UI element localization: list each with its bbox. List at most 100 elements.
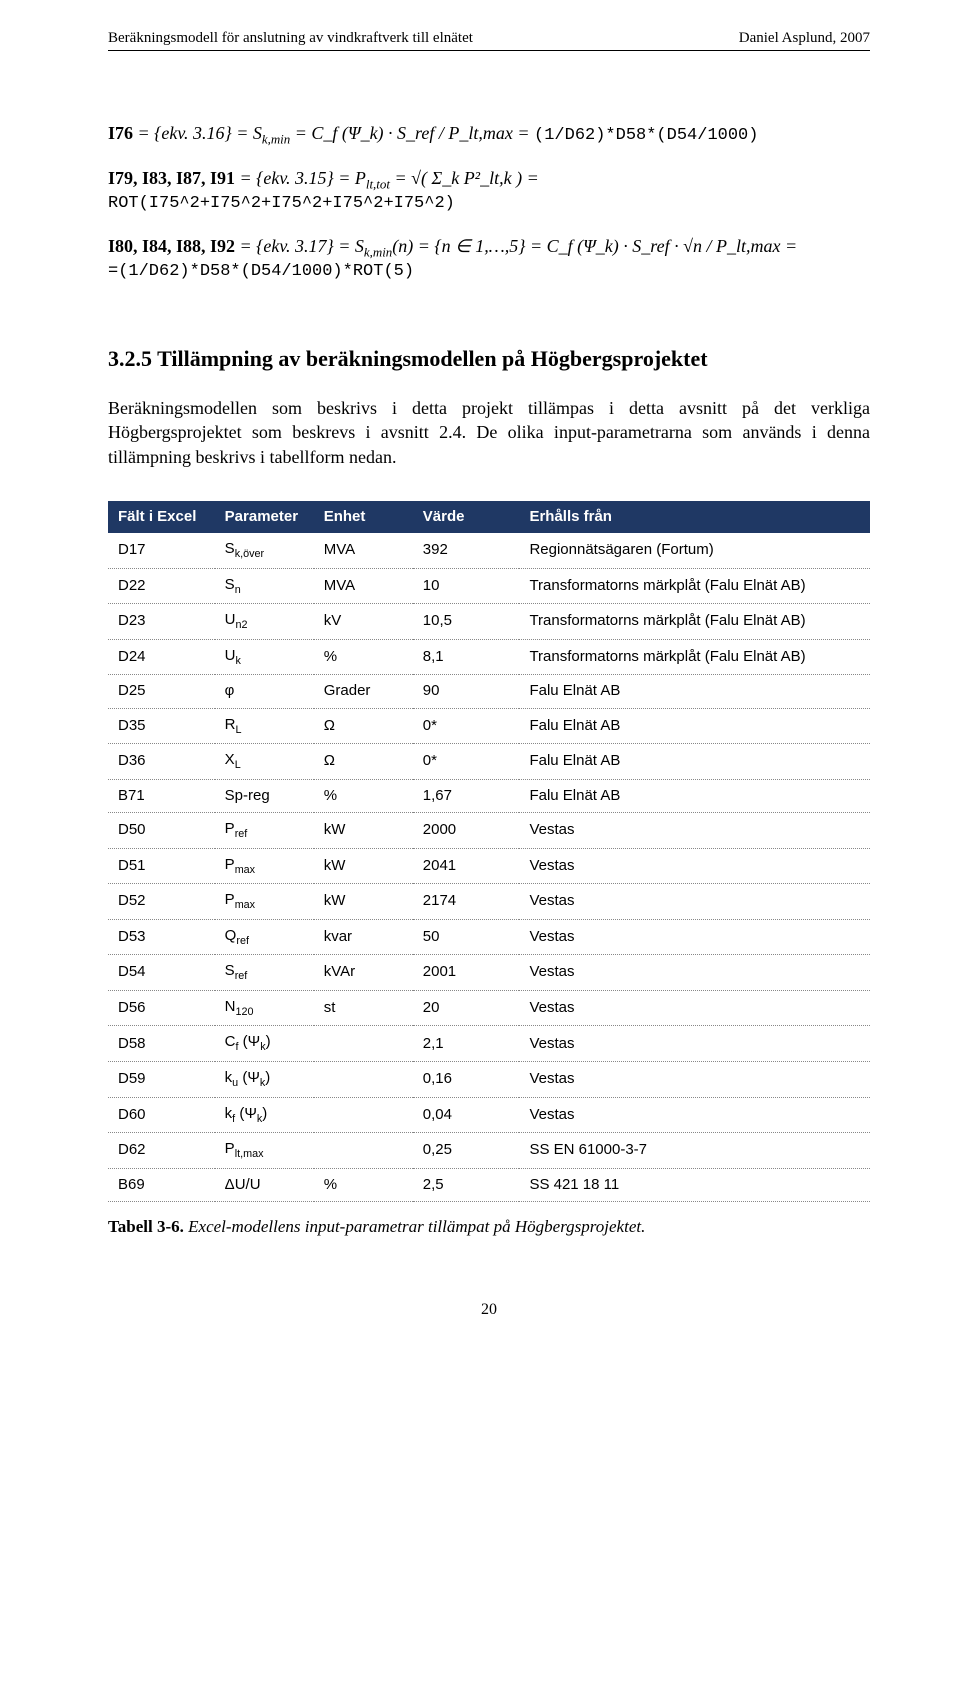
- table-row: B69ΔU/U%2,5SS 421 18 11: [108, 1168, 870, 1201]
- cell-unit: Ω: [314, 744, 413, 780]
- cell-value: 1,67: [413, 779, 520, 812]
- cell-value: 2,5: [413, 1168, 520, 1201]
- cell-source: Transformatorns märkplåt (Falu Elnät AB): [519, 604, 870, 640]
- eq1-lhs: = {ekv. 3.16} = S: [133, 123, 262, 143]
- cell-unit: Ω: [314, 708, 413, 744]
- cell-source: Falu Elnät AB: [519, 744, 870, 780]
- cell-field: D51: [108, 848, 215, 884]
- equation-i80: I80, I84, I88, I92 = {ekv. 3.17} = Sk,mi…: [108, 234, 870, 284]
- cell-unit: [314, 1026, 413, 1062]
- cell-parameter: Pmax: [215, 884, 314, 920]
- cell-source: Vestas: [519, 955, 870, 991]
- table-row: D36XLΩ0*Falu Elnät AB: [108, 744, 870, 780]
- cell-parameter: N120: [215, 990, 314, 1026]
- table-row: D54SrefkVAr2001Vestas: [108, 955, 870, 991]
- equation-i76: I76 = {ekv. 3.16} = Sk,min = C_f (Ψ_k) ·…: [108, 121, 870, 148]
- cell-parameter: Un2: [215, 604, 314, 640]
- cell-parameter: Plt,max: [215, 1133, 314, 1169]
- table-row: D50PrefkW2000Vestas: [108, 813, 870, 849]
- cell-field: D24: [108, 639, 215, 675]
- cell-parameter: ΔU/U: [215, 1168, 314, 1201]
- page-number: 20: [108, 1299, 870, 1321]
- cell-unit: kW: [314, 884, 413, 920]
- cell-unit: MVA: [314, 568, 413, 604]
- cell-parameter: RL: [215, 708, 314, 744]
- cell-unit: %: [314, 639, 413, 675]
- cell-field: B69: [108, 1168, 215, 1201]
- cell-source: Vestas: [519, 884, 870, 920]
- cell-value: 0,16: [413, 1062, 520, 1098]
- table-row: D24Uk%8,1Transformatorns märkplåt (Falu …: [108, 639, 870, 675]
- table-row: D60kf (Ψk)0,04Vestas: [108, 1097, 870, 1133]
- cell-parameter: Sref: [215, 955, 314, 991]
- th-value: Värde: [413, 501, 520, 533]
- cell-parameter: Cf (Ψk): [215, 1026, 314, 1062]
- cell-value: 0,25: [413, 1133, 520, 1169]
- parameter-table: Fält i Excel Parameter Enhet Värde Erhål…: [108, 501, 870, 1202]
- eq3-rhs: =(1/D62)*D58*(D54/1000)*ROT(5): [108, 261, 870, 284]
- cell-unit: [314, 1062, 413, 1098]
- section-body: Beräkningsmodellen som beskrivs i detta …: [108, 396, 870, 469]
- cell-field: D23: [108, 604, 215, 640]
- cell-field: D54: [108, 955, 215, 991]
- cell-field: D50: [108, 813, 215, 849]
- cell-parameter: ku (Ψk): [215, 1062, 314, 1098]
- table-row: D22SnMVA10Transformatorns märkplåt (Falu…: [108, 568, 870, 604]
- cell-value: 2001: [413, 955, 520, 991]
- caption-label: Tabell 3-6.: [108, 1217, 184, 1236]
- cell-field: D58: [108, 1026, 215, 1062]
- header-right: Daniel Asplund, 2007: [739, 28, 870, 48]
- cell-unit: st: [314, 990, 413, 1026]
- eq2-label: I79, I83, I87, I91: [108, 168, 235, 188]
- cell-unit: kVAr: [314, 955, 413, 991]
- eq3-label: I80, I84, I88, I92: [108, 236, 235, 256]
- cell-source: Falu Elnät AB: [519, 708, 870, 744]
- cell-unit: MVA: [314, 533, 413, 568]
- table-row: D23Un2kV10,5Transformatorns märkplåt (Fa…: [108, 604, 870, 640]
- cell-parameter: kf (Ψk): [215, 1097, 314, 1133]
- cell-unit: kW: [314, 848, 413, 884]
- cell-parameter: Pmax: [215, 848, 314, 884]
- cell-source: Falu Elnät AB: [519, 675, 870, 708]
- caption-text: Excel-modellens input-parametrar tillämp…: [184, 1217, 645, 1236]
- table-row: D51PmaxkW2041Vestas: [108, 848, 870, 884]
- cell-parameter: φ: [215, 675, 314, 708]
- cell-value: 90: [413, 675, 520, 708]
- eq1-mid: = C_f (Ψ_k) · S_ref / P_lt,max =: [290, 123, 534, 143]
- table-row: D62Plt,max0,25SS EN 61000-3-7: [108, 1133, 870, 1169]
- cell-unit: kW: [314, 813, 413, 849]
- cell-source: Vestas: [519, 1062, 870, 1098]
- cell-field: D25: [108, 675, 215, 708]
- eq2-sub: lt,tot: [366, 177, 390, 192]
- cell-source: Transformatorns märkplåt (Falu Elnät AB): [519, 568, 870, 604]
- eq1-sub: k,min: [262, 132, 290, 147]
- cell-value: 8,1: [413, 639, 520, 675]
- cell-unit: Grader: [314, 675, 413, 708]
- table-row: D52PmaxkW2174Vestas: [108, 884, 870, 920]
- cell-field: D59: [108, 1062, 215, 1098]
- cell-field: D17: [108, 533, 215, 568]
- table-row: D56N120st20Vestas: [108, 990, 870, 1026]
- equation-i79: I79, I83, I87, I91 = {ekv. 3.15} = Plt,t…: [108, 166, 870, 216]
- th-param: Parameter: [215, 501, 314, 533]
- cell-source: SS 421 18 11: [519, 1168, 870, 1201]
- cell-value: 0*: [413, 708, 520, 744]
- cell-field: D62: [108, 1133, 215, 1169]
- cell-field: D60: [108, 1097, 215, 1133]
- header-left: Beräkningsmodell för anslutning av vindk…: [108, 28, 473, 48]
- table-row: B71Sp-reg%1,67Falu Elnät AB: [108, 779, 870, 812]
- cell-value: 20: [413, 990, 520, 1026]
- cell-field: D56: [108, 990, 215, 1026]
- th-field: Fält i Excel: [108, 501, 215, 533]
- eq3-sub: k,min: [364, 245, 392, 260]
- eq2-mid: = √( Σ_k P²_lt,k ) =: [390, 168, 539, 188]
- cell-unit: kvar: [314, 919, 413, 955]
- cell-unit: kV: [314, 604, 413, 640]
- cell-source: Vestas: [519, 990, 870, 1026]
- table-row: D25φGrader90Falu Elnät AB: [108, 675, 870, 708]
- section-heading: 3.2.5 Tillämpning av beräkningsmodellen …: [108, 344, 870, 374]
- cell-unit: [314, 1133, 413, 1169]
- cell-source: Transformatorns märkplåt (Falu Elnät AB): [519, 639, 870, 675]
- table-row: D58Cf (Ψk)2,1Vestas: [108, 1026, 870, 1062]
- cell-parameter: Pref: [215, 813, 314, 849]
